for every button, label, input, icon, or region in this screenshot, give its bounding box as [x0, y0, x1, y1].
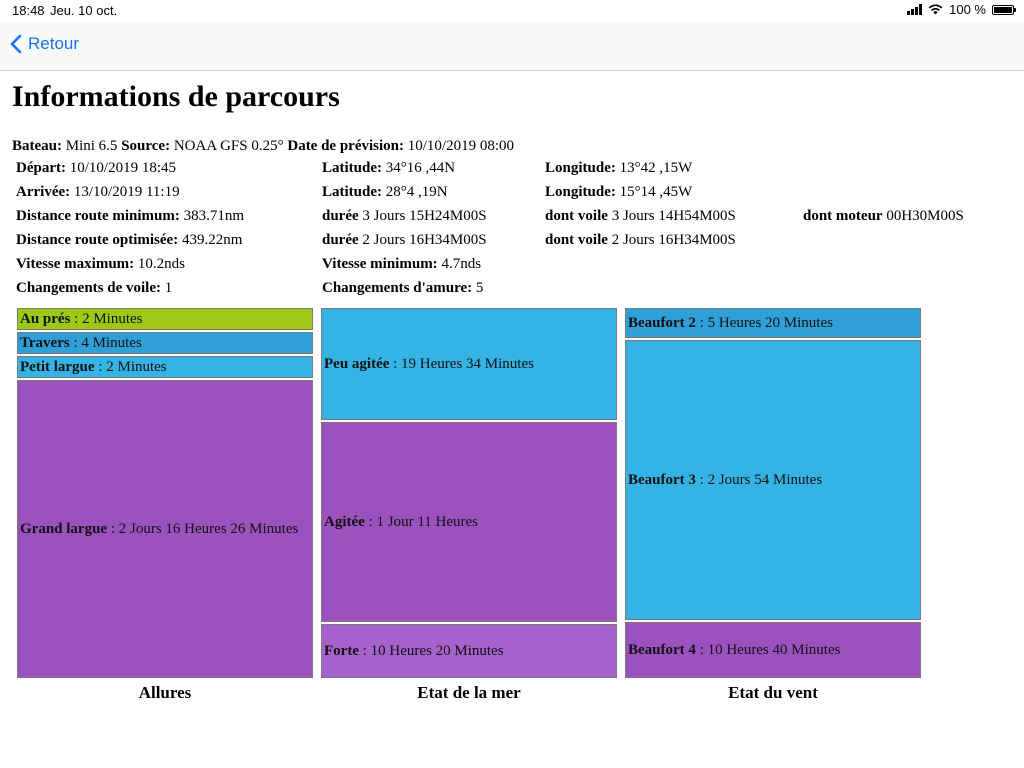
dist-opt-value: 439.22nm: [181, 232, 243, 248]
cell-value: : 5 Heures 20 Minutes: [695, 315, 833, 331]
battery-icon: [992, 4, 1016, 15]
voile2-value: 2 Jours 16H34M00S: [611, 232, 736, 248]
chg-amure-value: 5: [475, 280, 484, 296]
cell-name: Forte: [324, 643, 359, 659]
cell-value: : 1 Jour 11 Heures: [364, 514, 478, 530]
cell-name: Travers: [20, 335, 70, 351]
cell-name: Petit largue: [20, 359, 95, 375]
back-button[interactable]: Retour: [10, 34, 79, 54]
treemap-cell-beaufort-2[interactable]: Beaufort 2 : 5 Heures 20 Minutes: [625, 308, 921, 338]
signal-icon: [907, 4, 923, 15]
treemap-cell-petit-largue[interactable]: Petit largue : 2 Minutes: [17, 356, 313, 378]
cell-value: : 2 Jours 16 Heures 26 Minutes: [107, 521, 299, 537]
forecast-value: 10/10/2019 08:00: [407, 138, 515, 154]
source-label: Source:: [121, 138, 171, 154]
treemap-title-mer: Etat de la mer: [417, 683, 521, 702]
dist-opt-label: Distance route optimisée:: [16, 232, 179, 248]
depart-label: Départ:: [16, 160, 66, 176]
vmin-label: Vitesse minimum:: [322, 256, 438, 272]
vmax-label: Vitesse maximum:: [16, 256, 135, 272]
cell-value: : 2 Jours 54 Minutes: [695, 472, 823, 488]
back-label: Retour: [28, 34, 80, 53]
treemap-title-vent: Etat du vent: [728, 683, 818, 702]
lon1-value: 13°42 ,15W: [619, 160, 693, 176]
cell-name: Agitée: [324, 514, 365, 530]
treemap-mer: Peu agitée : 19 Heures 34 Minutes Agitée…: [321, 308, 617, 678]
depart-value: 10/10/2019 18:45: [69, 160, 176, 176]
cell-value: : 19 Heures 34 Minutes: [389, 356, 534, 372]
duree2-value: 2 Jours 16H34M00S: [362, 232, 487, 248]
boat-value: Mini 6.5: [65, 138, 118, 154]
source-value: NOAA GFS 0.25°: [173, 138, 284, 154]
forecast-label: Date de prévision:: [287, 138, 405, 154]
voile2-label: dont voile: [545, 232, 608, 248]
cell-value: : 4 Minutes: [69, 335, 142, 351]
lat1-label: Latitude:: [322, 160, 382, 176]
chg-voile-value: 1: [164, 280, 173, 296]
lon1-label: Longitude:: [545, 160, 616, 176]
wifi-icon: [928, 4, 943, 15]
voile1-label: dont voile: [545, 208, 608, 224]
dist-min-value: 383.71nm: [183, 208, 245, 224]
treemap-cell-agitee[interactable]: Agitée : 1 Jour 11 Heures: [321, 422, 617, 622]
chevron-left-icon: [10, 34, 22, 54]
voile1-value: 3 Jours 14H54M00S: [611, 208, 736, 224]
page-title: Informations de parcours: [12, 80, 340, 113]
lon2-label: Longitude:: [545, 184, 616, 200]
treemap-cell-au-pres[interactable]: Au prés : 2 Minutes: [17, 308, 313, 330]
treemap-vent: Beaufort 2 : 5 Heures 20 Minutes Beaufor…: [625, 308, 921, 678]
lon2-value: 15°14 ,45W: [619, 184, 693, 200]
lat2-label: Latitude:: [322, 184, 382, 200]
treemap-allures: Au prés : 2 Minutes Travers : 4 Minutes …: [17, 308, 313, 678]
status-date: Jeu. 10 oct.: [50, 3, 118, 18]
cell-name: Au prés: [20, 311, 71, 327]
dist-min-label: Distance route minimum:: [16, 208, 180, 224]
status-right: 100 %: [907, 2, 1016, 17]
duree1-label: durée: [322, 208, 359, 224]
nav-bar: Retour: [0, 22, 1024, 71]
chg-voile-label: Changements de voile:: [16, 280, 161, 296]
cell-name: Beaufort 4: [628, 642, 696, 658]
vmin-value: 4.7nds: [441, 256, 482, 272]
lat2-value: 28°4 ,19N: [385, 184, 448, 200]
summary-line: Bateau: Mini 6.5 Source: NOAA GFS 0.25° …: [12, 138, 514, 155]
status-bar: 18:48 Jeu. 10 oct. 100 %: [0, 0, 1024, 22]
moteur-label: dont moteur: [803, 208, 883, 224]
chg-amure-label: Changements d'amure:: [322, 280, 473, 296]
treemap-cell-beaufort-4[interactable]: Beaufort 4 : 10 Heures 40 Minutes: [625, 622, 921, 678]
cell-value: : 2 Minutes: [70, 311, 143, 327]
cell-name: Beaufort 3: [628, 472, 696, 488]
treemap-cell-beaufort-3[interactable]: Beaufort 3 : 2 Jours 54 Minutes: [625, 340, 921, 620]
treemap-cell-forte[interactable]: Forte : 10 Heures 20 Minutes: [321, 624, 617, 678]
treemap-title-allures: Allures: [138, 683, 192, 702]
cell-name: Grand largue: [20, 521, 108, 537]
arrivee-value: 13/10/2019 11:19: [73, 184, 180, 200]
vmax-value: 10.2nds: [137, 256, 186, 272]
duree2-label: durée: [322, 232, 359, 248]
treemap-cell-travers[interactable]: Travers : 4 Minutes: [17, 332, 313, 354]
cell-value: : 10 Heures 40 Minutes: [695, 642, 841, 658]
battery-percent: 100 %: [949, 2, 986, 17]
cell-value: : 10 Heures 20 Minutes: [358, 643, 504, 659]
status-time: 18:48: [12, 3, 45, 18]
treemap-cell-peu-agitee[interactable]: Peu agitée : 19 Heures 34 Minutes: [321, 308, 617, 420]
moteur-value: 00H30M00S: [886, 208, 964, 224]
duree1-value: 3 Jours 15H24M00S: [362, 208, 487, 224]
cell-value: : 2 Minutes: [94, 359, 167, 375]
cell-name: Peu agitée: [324, 356, 390, 372]
boat-label: Bateau:: [12, 138, 62, 154]
treemap-cell-grand-largue[interactable]: Grand largue : 2 Jours 16 Heures 26 Minu…: [17, 380, 313, 678]
cell-name: Beaufort 2: [628, 315, 696, 331]
arrivee-label: Arrivée:: [16, 184, 71, 200]
lat1-value: 34°16 ,44N: [385, 160, 456, 176]
